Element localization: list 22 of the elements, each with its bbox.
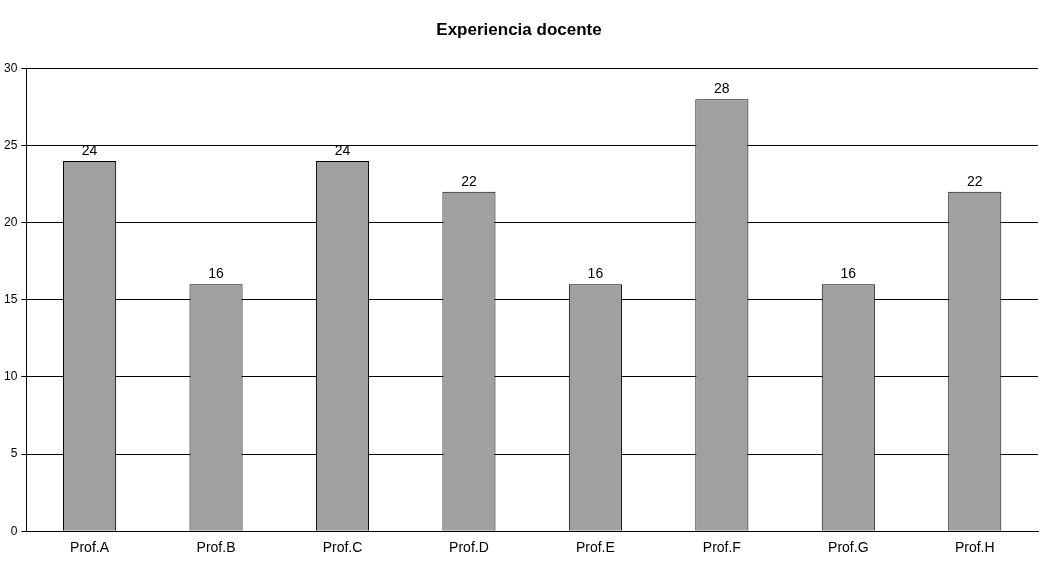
data-label: 16 <box>840 265 857 282</box>
y-tick-label: 20 <box>3 214 18 229</box>
x-tick-label: Prof.D <box>449 539 489 556</box>
y-tick-label: 30 <box>3 60 18 75</box>
y-tick-label: 15 <box>3 292 18 307</box>
y-tick-label: 10 <box>3 369 18 384</box>
data-label: 28 <box>714 80 730 97</box>
data-label: 16 <box>587 265 604 282</box>
data-label: 22 <box>461 172 477 189</box>
x-tick-label: Prof.B <box>196 539 236 556</box>
x-tick-label: Prof.C <box>322 539 363 556</box>
y-tick-label: 5 <box>10 446 18 461</box>
data-label: 16 <box>208 265 225 282</box>
x-tick-label: Prof.A <box>70 539 110 556</box>
x-tick-label: Prof.G <box>828 539 869 556</box>
chart-title: Experiencia docente <box>436 19 602 39</box>
y-tick-label: 25 <box>3 137 18 152</box>
data-label: 22 <box>966 172 983 189</box>
x-tick-label: Prof.E <box>575 539 615 556</box>
y-tick-label: 0 <box>10 523 18 538</box>
x-tick-label: Prof.H <box>954 539 995 556</box>
x-tick-label: Prof.F <box>702 539 741 556</box>
